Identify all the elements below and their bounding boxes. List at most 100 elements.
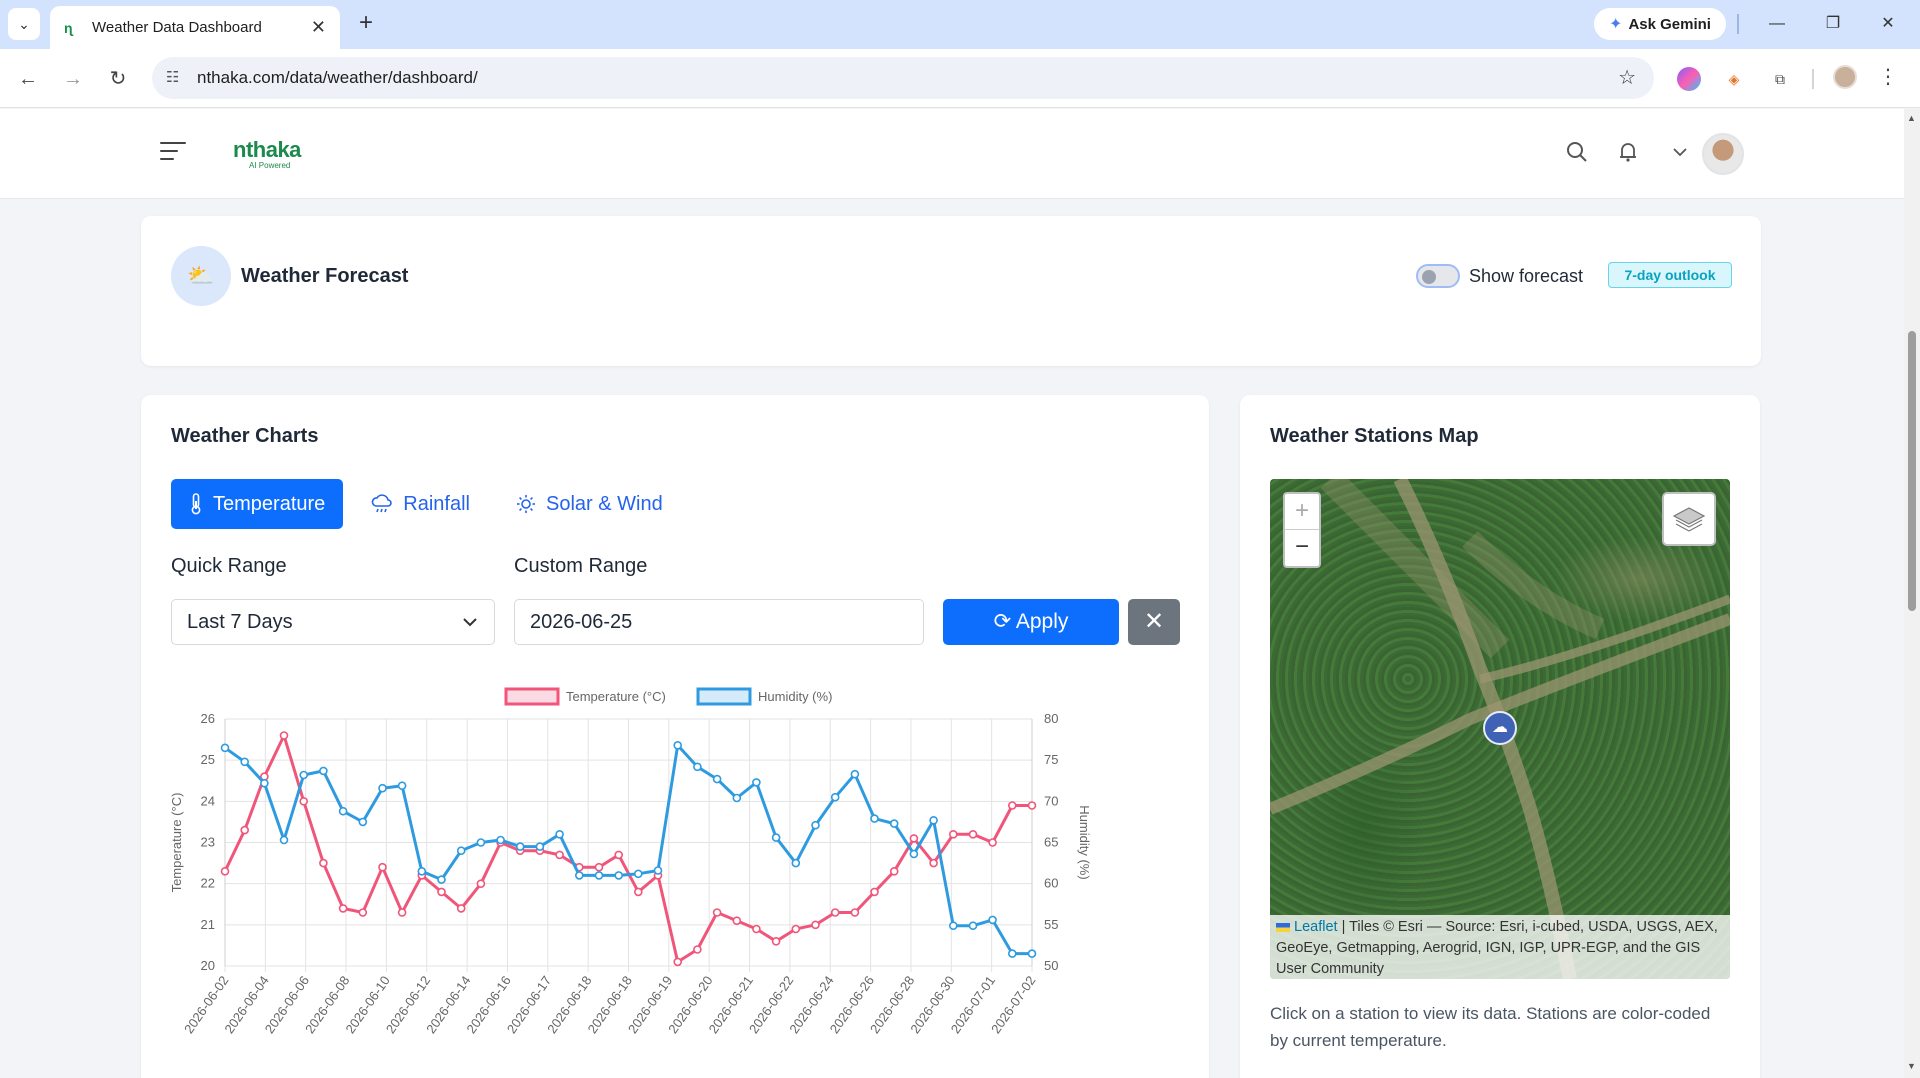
restore-button[interactable]: ❐ [1825,15,1841,32]
tab-rainfall-label: Rainfall [403,492,470,515]
thermometer-icon [191,493,201,515]
data-point-humidity [850,769,860,779]
data-point-temperature [732,916,742,925]
leaflet-link[interactable]: Leaflet [1294,919,1338,935]
reload-icon[interactable]: ↻ [109,68,127,90]
search-icon[interactable] [1563,141,1591,169]
scroll-up-icon[interactable]: ▲ [1907,113,1916,123]
site-info-icon[interactable]: ☷ [166,69,180,86]
data-point-temperature [338,904,348,913]
bookmark-star-icon[interactable]: ☆ [1618,67,1636,89]
show-forecast-label: Show forecast [1469,266,1584,286]
data-point-humidity [515,842,525,851]
data-point-temperature [771,936,781,946]
data-point-temperature [830,908,840,917]
data-point-temperature [397,908,407,917]
tab-rainfall[interactable]: Rainfall [353,479,488,529]
data-point-humidity [1007,949,1017,958]
satellite-map[interactable]: + − ☁ Leaflet | Tiles © Esri — Source: E… [1270,479,1730,979]
data-point-humidity [279,835,289,845]
data-point-humidity [633,869,643,879]
y-tick-label-left: 20 [201,958,215,973]
data-point-temperature [673,957,683,967]
browser-menu-icon[interactable]: ⋮ [1878,66,1898,88]
map-title: Weather Stations Map [1270,425,1479,447]
data-point-humidity [653,866,663,875]
zoom-out-button[interactable]: − [1294,533,1309,560]
layers-button[interactable] [1662,492,1716,546]
tab-temperature[interactable]: Temperature [171,479,344,529]
data-point-humidity [811,820,820,830]
custom-range-input[interactable]: 2026-06-25 [514,599,924,645]
apply-label: Apply [1015,610,1069,633]
page-scrollbar[interactable]: ▲ ▼ [1904,109,1920,1078]
chevron-down-icon [462,600,478,662]
data-point-temperature [988,838,997,847]
scroll-down-icon[interactable]: ▼ [1907,1061,1916,1071]
data-point-humidity [752,778,761,787]
data-point-temperature [240,825,249,835]
brand-name: nthaka [233,137,301,162]
menu-toggle-icon[interactable] [160,142,186,166]
data-point-humidity [535,842,545,851]
address-bar[interactable]: ☷ nthaka.com/data/weather/dashboard/ ☆ [152,57,1654,99]
data-point-temperature [870,887,879,897]
extensions-puzzle-icon[interactable]: ⧉ [1775,71,1785,87]
new-tab-button[interactable]: + [358,9,373,36]
quick-range-label: Quick Range [171,555,287,577]
tab-solar-wind[interactable]: Solar & Wind [498,479,681,529]
forward-arrow-icon[interactable]: → [63,68,83,90]
weather-station-marker[interactable]: ☁ [1483,711,1517,745]
apply-button[interactable]: ⟳ Apply [943,599,1119,645]
data-point-temperature [378,862,387,872]
show-forecast-toggle[interactable] [1416,264,1460,288]
y-tick-label-right: 75 [1044,752,1058,767]
chevron-down-icon[interactable] [1666,141,1694,169]
data-point-humidity [673,741,683,750]
map-zoom-controls: + − [1283,492,1321,568]
minimize-button[interactable]: — [1769,15,1785,32]
close-tab-icon[interactable]: ✕ [310,17,326,37]
data-point-humidity [909,849,919,859]
y-tick-label-right: 55 [1044,917,1058,932]
data-point-temperature [555,850,564,860]
attribution-text: | Tiles © Esri — Source: Esri, i-cubed, … [1276,919,1718,977]
tab-search-button[interactable]: ⌄ [8,8,40,40]
ask-gemini-button[interactable]: ✦ Ask Gemini [1594,8,1726,40]
data-point-temperature [220,867,230,876]
browser-tab[interactable]: ɳ Weather Data Dashboard ✕ [50,6,340,49]
data-point-humidity [1027,949,1037,958]
extension-brain-icon[interactable] [1677,67,1701,91]
clear-range-button[interactable]: ✕ [1128,599,1180,645]
scrollbar-thumb[interactable] [1908,331,1916,611]
close-window-button[interactable]: ✕ [1881,15,1895,32]
data-point-temperature [299,797,308,806]
data-point-humidity [220,743,230,753]
tab-temperature-label: Temperature [213,492,326,515]
custom-range-value: 2026-06-25 [530,611,633,633]
gemini-sparkle-icon: ✦ [1609,16,1623,33]
browser-profile-avatar[interactable] [1833,65,1857,89]
quick-range-select[interactable]: Last 7 Days [171,599,495,645]
chevron-down-icon: ⌄ [18,15,30,32]
legend-swatch-temperature [504,687,560,706]
data-point-humidity [791,858,801,868]
sun-icon [516,495,535,513]
brand-logo[interactable]: nthaka AI Powered [233,137,301,170]
browser-toolbar: ← → ↻ ☷ nthaka.com/data/weather/dashboar… [0,49,1920,108]
back-arrow-icon[interactable]: ← [18,68,38,90]
user-avatar[interactable] [1702,133,1744,175]
data-point-temperature [850,908,860,917]
url-text[interactable]: nthaka.com/data/weather/dashboard/ [197,68,478,87]
data-point-humidity [319,766,328,776]
custom-range-label: Custom Range [514,555,648,577]
map-attribution: Leaflet | Tiles © Esri — Source: Esri, i… [1270,915,1730,979]
extension-hat-icon[interactable]: ◈ [1728,71,1740,87]
data-point-temperature [712,908,722,917]
data-point-humidity [988,915,997,925]
zoom-in-button[interactable]: + [1285,494,1319,530]
data-point-humidity [358,817,368,827]
legend-label-humidity: Humidity (%) [758,689,832,704]
notification-bell-icon[interactable] [1614,141,1642,169]
